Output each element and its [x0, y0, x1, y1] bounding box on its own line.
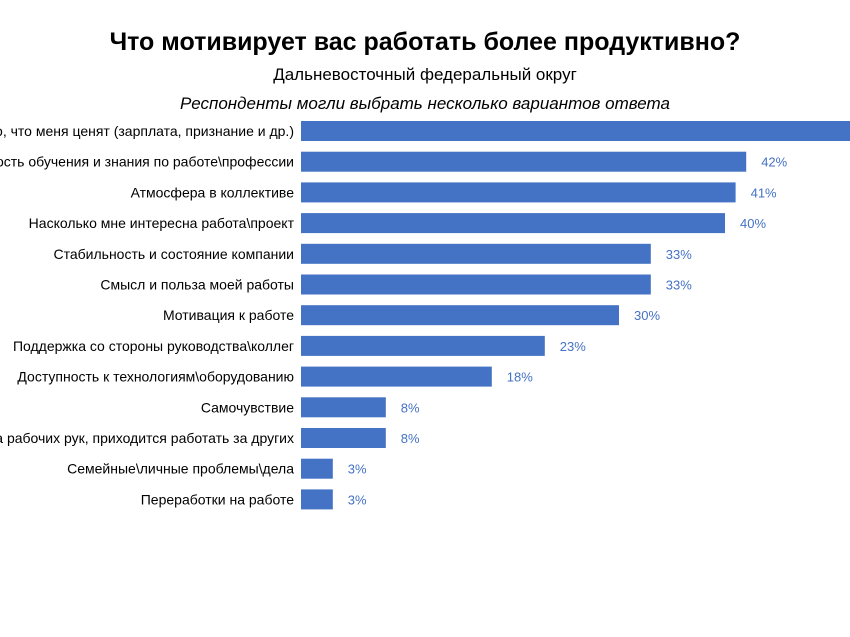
bar-11	[301, 458, 333, 479]
bar-8	[301, 366, 492, 387]
category-label-1: Возможность обучения и знания по работе\…	[0, 154, 294, 170]
value-label-2: 41%	[751, 185, 777, 200]
category-label-8: Доступность к технологиям\оборудованию	[17, 369, 294, 385]
value-label-10: 8%	[401, 431, 420, 446]
bar-9	[301, 397, 386, 418]
value-label-7: 23%	[560, 339, 586, 354]
category-label-7: Поддержка со стороны руководства\коллег	[13, 338, 294, 354]
bar-5	[301, 274, 651, 295]
category-label-3: Насколько мне интересна работа\проект	[29, 215, 295, 231]
category-label-6: Мотивация к работе	[163, 307, 294, 323]
bar-1	[301, 151, 747, 172]
value-label-4: 33%	[666, 247, 692, 262]
bar-7	[301, 335, 545, 356]
value-label-12: 3%	[348, 492, 367, 507]
category-label-5: Смысл и польза моей работы	[100, 277, 294, 293]
value-label-3: 40%	[740, 216, 766, 231]
bar-12	[301, 489, 333, 510]
value-label-6: 30%	[634, 308, 660, 323]
category-label-10: Нехватка рабочих рук, приходится работат…	[0, 430, 294, 446]
value-label-8: 18%	[507, 370, 533, 385]
category-label-12: Переработки на работе	[141, 491, 294, 507]
chart-note: Респонденты могли выбрать несколько вари…	[180, 94, 670, 113]
category-label-0: То, что меня ценят (зарплата, признание …	[0, 123, 294, 139]
value-label-9: 8%	[401, 400, 420, 415]
bar-4	[301, 243, 651, 264]
bar-0	[301, 121, 850, 141]
value-label-5: 33%	[666, 278, 692, 293]
chart-title: Что мотивирует вас работать более продук…	[109, 28, 741, 56]
category-label-11: Семейные\личные проблемы\дела	[67, 461, 294, 477]
category-label-4: Стабильность и состояние компании	[53, 246, 294, 262]
bar-2	[301, 182, 736, 203]
bar-6	[301, 305, 619, 326]
category-label-9: Самочувствие	[201, 399, 294, 415]
category-label-2: Атмосфера в коллективе	[131, 184, 295, 200]
bar-3	[301, 213, 725, 234]
value-label-11: 3%	[348, 462, 367, 477]
bar-10	[301, 428, 386, 448]
value-label-1: 42%	[761, 155, 787, 170]
chart-subtitle: Дальневосточный федеральный округ	[273, 65, 577, 84]
